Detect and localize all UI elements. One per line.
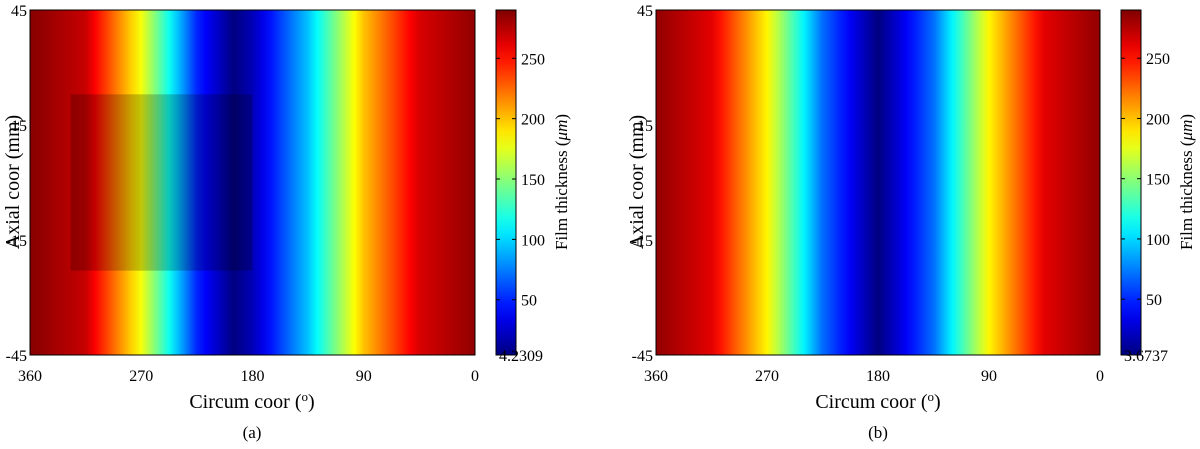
colorbar-tick-label: 50 <box>1146 292 1162 309</box>
x-tick-label: 90 <box>356 368 372 385</box>
x-tick-label: 180 <box>866 368 890 385</box>
x-tick-label: 180 <box>241 368 265 385</box>
heatmap-b-frame <box>655 9 1101 356</box>
y-axis-label-a: Axial coor (mm) <box>2 115 24 249</box>
x-tick-label: 0 <box>1096 368 1104 385</box>
x-tick-labels-b: 360 270 180 90 0 <box>644 368 1104 385</box>
colorbar-min-label: 4.2309 <box>499 348 543 365</box>
x-tick-labels-a: 360 270 180 90 0 <box>18 368 479 385</box>
colorbar-tick-label: 200 <box>521 112 545 129</box>
y-tick-labels-a: 45 15 -15 -45 <box>6 3 27 365</box>
x-tick-label: 90 <box>981 368 997 385</box>
heatmap-a-frame <box>29 9 476 356</box>
y-tick-label: -45 <box>632 348 653 365</box>
x-tick-label: 270 <box>129 368 153 385</box>
x-axis-label-a: Circum coor (o) <box>189 389 314 414</box>
colorbar-tick-labels-b: 250 200 150 100 50 3.6737 <box>1121 51 1170 365</box>
colorbar-tick-label: 100 <box>521 232 545 249</box>
colorbar-tick-label: 250 <box>521 51 545 68</box>
x-tick-label: 360 <box>18 368 42 385</box>
y-tick-label: 15 <box>11 118 27 135</box>
y-tick-label: 15 <box>637 118 653 135</box>
x-tick-label: 360 <box>644 368 668 385</box>
y-tick-labels-b: 45 15 -15 -45 <box>632 3 653 365</box>
x-tick-label: 0 <box>471 368 479 385</box>
heatmap-b-plot-area <box>656 10 1100 355</box>
colorbar-a <box>495 9 517 356</box>
colorbar-tick-label: 250 <box>1146 51 1170 68</box>
y-tick-label: -15 <box>6 233 27 250</box>
y-tick-label: 45 <box>637 3 653 20</box>
y-tick-label: -15 <box>632 233 653 250</box>
colorbar-tick-labels-a: 250 200 150 100 50 4.2309 <box>496 51 545 365</box>
colorbar-label-a: Film thickness (μm) <box>552 114 571 250</box>
colorbar-tick-label: 150 <box>521 172 545 189</box>
colorbar-b <box>1120 9 1142 356</box>
colorbar-min-label: 3.6737 <box>1124 348 1168 365</box>
heatmap-a-plot-area <box>30 10 475 355</box>
y-axis-label-b: Axial coor (mm) <box>626 115 648 249</box>
x-tick-label: 270 <box>755 368 779 385</box>
colorbar-label-b: Film thickness (μm) <box>1177 114 1196 250</box>
colorbar-tick-label: 150 <box>1146 172 1170 189</box>
colorbar-tick-label: 50 <box>521 293 537 310</box>
heatmap-a-inset-region <box>70 94 253 271</box>
x-axis-label-b: Circum coor (o) <box>815 389 940 414</box>
caption-b: (b) <box>868 423 888 442</box>
colorbar-tick-label: 200 <box>1146 111 1170 128</box>
caption-a: (a) <box>243 423 262 442</box>
y-tick-label: 45 <box>11 3 27 20</box>
colorbar-tick-label: 100 <box>1146 232 1170 249</box>
y-tick-label: -45 <box>6 348 27 365</box>
